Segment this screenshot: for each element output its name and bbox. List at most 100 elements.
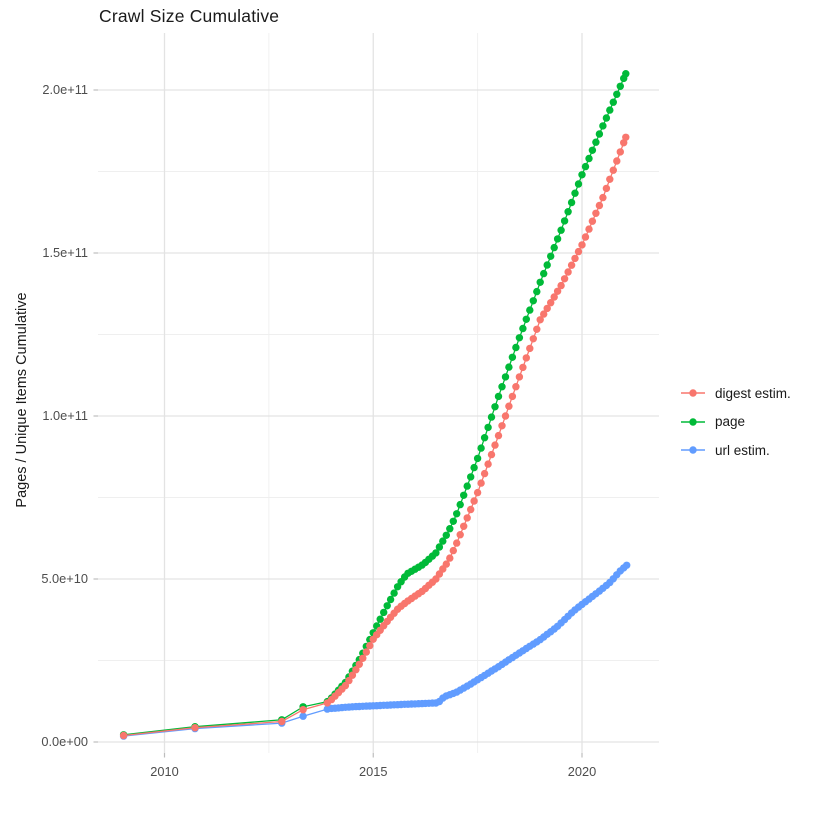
data-point — [553, 287, 562, 295]
data-point — [501, 412, 510, 420]
legend-label: digest estim. — [715, 385, 791, 401]
data-point — [119, 731, 128, 740]
data-point — [505, 363, 513, 371]
legend: digest estim. page url estim. — [681, 379, 791, 465]
data-point — [588, 146, 597, 154]
data-point — [191, 724, 199, 732]
data-point — [508, 353, 517, 361]
y-tick-label: 1.5e+11 — [42, 245, 88, 260]
data-point — [571, 254, 579, 263]
data-point — [522, 354, 530, 362]
data-point — [432, 549, 440, 557]
data-point — [515, 334, 524, 342]
data-point — [366, 641, 374, 650]
x-tick-label: 2015 — [359, 764, 388, 779]
data-point — [543, 304, 551, 313]
data-point — [553, 235, 562, 243]
legend-label: url estim. — [715, 442, 770, 458]
data-point — [480, 469, 489, 478]
data-point — [278, 717, 286, 726]
data-point — [439, 537, 447, 545]
data-point — [526, 344, 534, 353]
series-line-digest-estim- — [123, 137, 627, 737]
data-point — [557, 281, 565, 290]
legend-key-page-icon — [681, 418, 705, 426]
data-point — [460, 491, 468, 499]
data-point — [588, 217, 597, 225]
data-point — [613, 90, 621, 99]
data-point — [623, 561, 631, 569]
data-point — [592, 209, 600, 217]
data-point — [543, 261, 551, 269]
legend-key-point — [689, 418, 697, 426]
data-point — [505, 402, 513, 410]
data-point — [470, 497, 478, 505]
data-point — [460, 522, 468, 530]
data-point — [622, 133, 630, 141]
data-point — [602, 184, 611, 193]
data-point — [515, 373, 524, 381]
data-point — [616, 148, 624, 156]
data-point — [463, 514, 471, 522]
y-tick-label: 0.0e+00 — [41, 734, 88, 749]
x-tick-label: 2010 — [150, 764, 179, 779]
data-point — [609, 166, 617, 174]
data-point — [435, 543, 444, 551]
data-point — [380, 608, 388, 617]
legend-entry-url: url estim. — [681, 436, 791, 465]
data-point — [463, 482, 471, 490]
data-point — [550, 243, 558, 252]
data-point — [480, 434, 489, 442]
y-tick-label: 5.0e+10 — [41, 571, 88, 586]
data-point — [512, 383, 520, 391]
data-point — [512, 343, 520, 352]
data-point — [470, 463, 478, 472]
data-point — [606, 175, 614, 183]
data-point — [578, 241, 586, 249]
data-point — [494, 431, 503, 440]
data-point — [585, 154, 593, 163]
data-point — [477, 479, 485, 487]
data-point — [467, 473, 475, 481]
data-point — [383, 602, 391, 610]
legend-key-point — [689, 389, 697, 397]
data-point — [609, 98, 617, 106]
legend-label: page — [715, 414, 746, 430]
data-point — [355, 660, 363, 668]
data-point — [550, 293, 558, 301]
data-point — [352, 666, 360, 674]
data-point — [564, 208, 572, 216]
data-point — [491, 441, 499, 449]
data-point — [390, 589, 398, 597]
data-point — [467, 505, 475, 514]
data-point — [508, 392, 517, 401]
legend-key-digest-icon — [681, 389, 705, 397]
data-point — [501, 373, 510, 381]
data-point — [442, 531, 450, 539]
data-point — [581, 162, 590, 171]
data-point — [560, 275, 569, 283]
data-point — [536, 278, 544, 286]
data-point — [345, 676, 353, 685]
data-point — [484, 423, 492, 432]
data-point — [491, 403, 499, 411]
data-point — [519, 324, 527, 333]
data-point — [606, 106, 614, 114]
legend-entry-page: page — [681, 408, 791, 437]
data-point — [564, 268, 572, 276]
data-point — [557, 226, 565, 234]
data-point — [547, 252, 555, 260]
data-point — [574, 180, 583, 188]
data-point — [487, 413, 496, 421]
data-point — [359, 654, 367, 662]
data-point — [595, 201, 604, 210]
data-point — [529, 297, 537, 305]
data-point — [519, 363, 527, 372]
data-point — [533, 287, 541, 296]
data-point — [477, 444, 485, 452]
data-point — [442, 560, 450, 568]
data-point — [494, 392, 503, 401]
data-point — [622, 70, 630, 78]
data-point — [533, 325, 541, 333]
